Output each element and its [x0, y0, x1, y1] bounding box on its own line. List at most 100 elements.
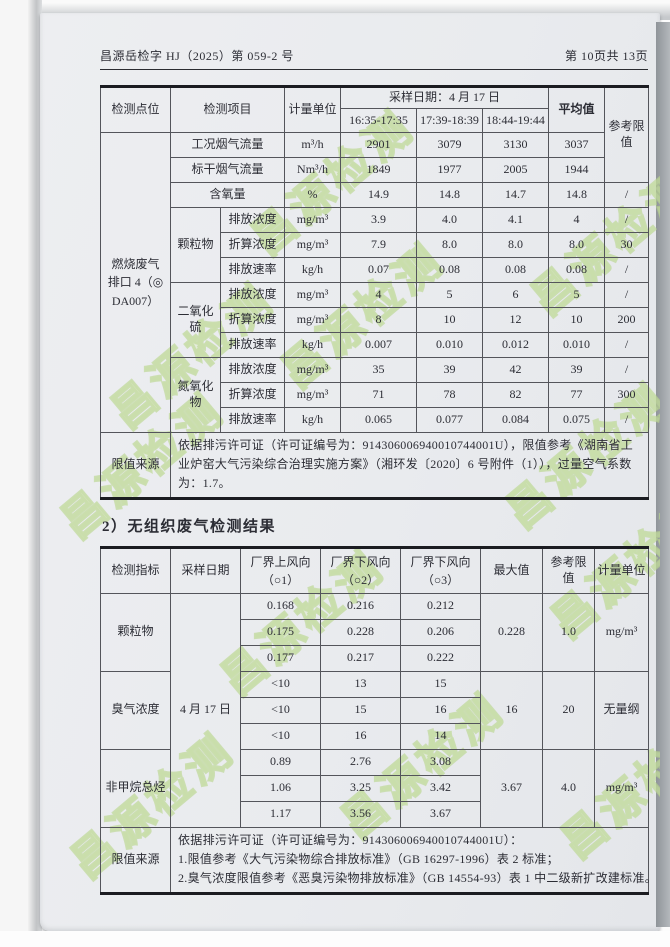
unit-cell: mg/m³ — [284, 382, 342, 408]
table-row: 0.175 0.228 0.206 — [101, 618, 649, 646]
table-row: 含氧量 % 14.9 14.8 14.7 14.8 / — [101, 182, 650, 208]
value-cell: 8.0 — [416, 232, 484, 258]
value-cell: 71 — [340, 382, 418, 408]
value-cell: 2.76 — [320, 748, 401, 776]
page-number: 第 10页共 13页 — [564, 49, 648, 63]
item-name-cell: 含氧量 — [169, 182, 286, 208]
unit-cell: mg/m³ — [284, 307, 342, 333]
value-cell: <10 — [240, 670, 321, 698]
limit-source-line: 依据排污许可证（许可证编号为：914306006940010744001U）： — [178, 832, 523, 847]
max-cell: 16 — [480, 670, 543, 750]
param-name-cell: 排放速率 — [219, 257, 286, 283]
limit-cell: / — [604, 357, 650, 383]
table-row: 折算浓度 mg/m³ 8 10 12 10 200 — [101, 307, 650, 333]
value-cell: 8 — [340, 307, 418, 333]
average-cell: 0.010 — [548, 332, 606, 358]
th-item: 检测项目 — [169, 86, 286, 133]
value-cell: 0.084 — [482, 407, 550, 433]
max-cell: 0.228 — [480, 592, 543, 672]
value-cell: 0.228 — [320, 618, 401, 646]
table-row: 折算浓度 mg/m³ 7.9 8.0 8.0 8.0 30 — [101, 232, 650, 258]
value-cell: 15 — [400, 670, 481, 698]
table-row: 颗粒物 4 月 17 日 0.168 0.216 0.212 0.228 1.0… — [100, 592, 649, 828]
average-cell: 3037 — [548, 132, 606, 158]
section-2-title: 2）无组织废气检测结果 — [102, 518, 277, 535]
limit-cell: / — [604, 257, 650, 283]
table-row: <10 16 14 — [101, 722, 649, 750]
limit-source-row: 限值来源 依据排污许可证（许可证编号为：91430600694001074400… — [100, 432, 650, 499]
th-downwind-line: 厂界下风向 — [410, 554, 471, 569]
value-cell: 1.06 — [240, 774, 321, 802]
th-downwind-line: （○3） — [421, 572, 460, 587]
page-content: 昌源岳检字 HJ（2025）第 059-2 号 第 10页共 13页 检测点位 … — [100, 47, 657, 895]
value-cell: 14.7 — [482, 182, 550, 208]
value-cell: 42 — [482, 357, 550, 383]
th-unit: 计量单位 — [284, 86, 342, 133]
value-cell: 16 — [320, 722, 401, 750]
limit-source-text: 依据排污许可证（许可证编号为：914306006940010744001U），限… — [169, 432, 650, 499]
value-cell: 5 — [416, 282, 484, 308]
value-cell: 39 — [416, 357, 484, 383]
limit-source-text: 依据排污许可证（许可证编号为：914306006940010744001U）： … — [170, 826, 657, 894]
unit-cell: mg/m³ — [284, 207, 342, 233]
pollutant-name-cell: 氮氧化物 — [170, 357, 221, 433]
monitoring-point-line: 燃烧废气 — [111, 256, 160, 271]
value-cell: 0.216 — [320, 592, 401, 620]
average-cell: 4 — [548, 207, 606, 233]
th-downwind-3: 厂界下风向 （○3） — [400, 546, 481, 594]
limit-cell: 1.0 — [542, 592, 595, 672]
value-cell: 14.9 — [340, 182, 418, 208]
value-cell: 0.010 — [416, 332, 484, 358]
fugitive-emission-table: 检测指标 采样日期 厂界上风向 （○1） 厂界下风向 （○2） 厂界下风向 （○… — [100, 545, 657, 895]
table-header-row: 16:35-17:35 17:39-18:39 18:44-19:44 — [101, 108, 649, 133]
value-cell: <10 — [240, 722, 321, 750]
th-time-slot: 16:35-17:35 — [340, 108, 418, 133]
value-cell: 4 — [340, 282, 418, 308]
limit-cell: 200 — [604, 307, 650, 333]
stack-emission-table: 检测点位 检测项目 计量单位 采样日期：4 月 17 日 平均值 参考限值 16… — [100, 85, 650, 500]
value-cell: 0.212 — [400, 592, 481, 620]
value-cell: 0.007 — [340, 332, 418, 358]
value-cell: 0.08 — [416, 257, 484, 283]
doc-number: 昌源岳检字 HJ（2025）第 059-2 号 — [100, 49, 294, 63]
th-downwind-line: 厂界下风向 — [330, 554, 391, 569]
average-cell: 10 — [548, 307, 606, 333]
page-header: 昌源岳检字 HJ（2025）第 059-2 号 第 10页共 13页 — [100, 47, 648, 64]
average-cell: 14.8 — [548, 182, 606, 208]
average-cell: 5 — [548, 282, 606, 308]
value-cell: 15 — [320, 696, 401, 724]
limit-source-line: 1.限值参考《大气污染物综合排放标准》（GB 16297-1996）表 2 标准… — [178, 851, 559, 866]
value-cell: 8.0 — [482, 232, 550, 258]
unit-cell: m³/h — [284, 132, 342, 158]
unit-cell: kg/h — [284, 257, 342, 283]
th-average: 平均值 — [548, 86, 606, 133]
average-cell: 0.08 — [548, 257, 606, 283]
limit-cell: 300 — [604, 382, 650, 408]
table-row: 1.06 3.25 3.42 — [101, 774, 649, 802]
th-sample-date: 采样日期 — [170, 546, 241, 594]
value-cell: 1977 — [416, 157, 484, 183]
table-row: 氮氧化物 排放浓度 mg/m³ 35 39 42 39 / — [101, 357, 650, 433]
monitoring-point-line: DA007） — [111, 293, 160, 308]
value-cell: 0.217 — [320, 644, 401, 672]
value-cell: 0.07 — [340, 257, 418, 283]
param-name-cell: 排放浓度 — [219, 357, 286, 383]
unit-cell: mg/m³ — [284, 282, 342, 308]
value-cell: 1.17 — [240, 800, 321, 828]
th-time-slot: 17:39-18:39 — [416, 108, 484, 133]
limit-cell: / — [604, 332, 650, 358]
monitoring-point-cell: 燃烧废气 排口 4（◎ DA007） — [100, 132, 171, 433]
limit-cell: 4.0 — [542, 748, 595, 828]
param-name-cell: 折算浓度 — [219, 382, 286, 408]
value-cell: 3.9 — [340, 207, 418, 233]
scan-right-edge — [656, 22, 670, 927]
value-cell: 0.222 — [400, 644, 481, 672]
value-cell: 0.168 — [240, 592, 321, 620]
unit-cell: kg/h — [284, 407, 342, 433]
page-spine-shadow — [28, 0, 42, 947]
th-point: 检测点位 — [100, 86, 171, 133]
indicator-cell: 颗粒物 — [100, 592, 171, 672]
limit-source-row: 限值来源 依据排污许可证（许可证编号为：91430600694001074400… — [100, 826, 657, 894]
value-cell: 3.42 — [400, 774, 481, 802]
average-cell: 77 — [548, 382, 606, 408]
